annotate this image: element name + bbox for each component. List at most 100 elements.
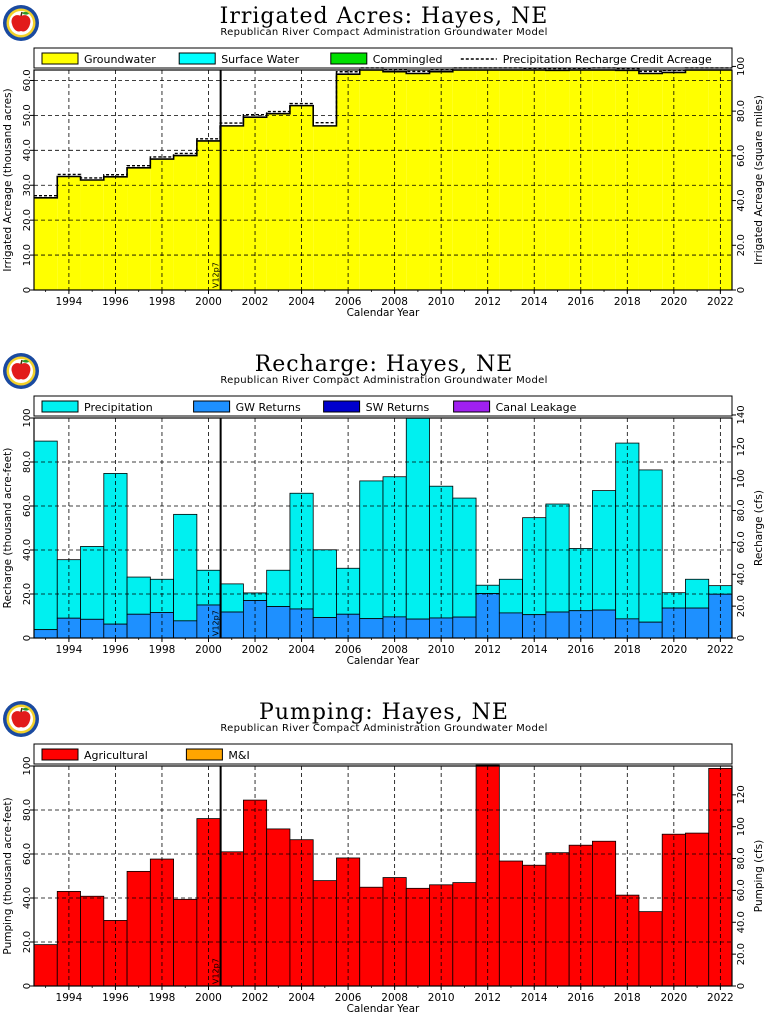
bar-groundwater [127, 167, 151, 290]
y-tick-label-right: 40.0 [736, 189, 747, 211]
bar-agricultural [80, 895, 105, 987]
bar-agricultural [219, 851, 244, 987]
bar-precipitation [173, 513, 198, 622]
bar-groundwater [569, 70, 593, 290]
x-tick-label: 2022 [707, 296, 734, 308]
pumping-panel: Pumping: Hayes, NE Republican River Comp… [0, 696, 768, 1036]
x-tick-label: 2002 [242, 644, 269, 656]
x-tick-label: 2004 [288, 644, 315, 656]
x-tick-label: 2014 [521, 296, 548, 308]
x-tick-label: 2020 [660, 296, 687, 308]
plot-frame [33, 417, 733, 639]
y-tick-label-right: 100 [736, 469, 747, 488]
y-tick-label: 100 [22, 408, 33, 427]
x-tick-label: 2010 [428, 992, 455, 1004]
bar-groundwater [80, 180, 104, 290]
x-tick-label: 1998 [149, 296, 176, 308]
irrigated-acres-chart: Groundwater Surface Water Commingled Precip… [2, 47, 765, 319]
y-tick-label-right: 40.0 [736, 911, 747, 933]
version-marker-label: V12p7 [212, 610, 221, 636]
x-tick-label: 1996 [102, 296, 129, 308]
bar-precipitation [452, 497, 477, 618]
x-axis-title: Calendar Year [347, 307, 420, 319]
x-tick-label: 2016 [567, 296, 594, 308]
legend-swatch [193, 400, 231, 413]
y-tick-label-right: 0 [736, 983, 747, 989]
y-tick-label: 0 [22, 287, 33, 293]
x-tick-label: 1996 [102, 644, 129, 656]
legend-label: Precipitation [84, 401, 153, 414]
y-tick-label: 80.0 [22, 799, 33, 821]
x-tick-label: 2022 [707, 644, 734, 656]
legend-label: Groundwater [84, 53, 156, 66]
y-tick-label: 40.0 [22, 139, 33, 161]
bar-groundwater [522, 70, 546, 290]
bar-groundwater [266, 113, 290, 291]
bar-gw-returns [638, 621, 663, 639]
y-axis-title-right: Recharge (cfs) [753, 490, 765, 566]
x-tick-label: 2004 [288, 296, 315, 308]
bar-gw-returns [266, 606, 291, 639]
legend-swatch [323, 400, 361, 413]
bar-groundwater [429, 71, 453, 290]
y-tick-label-right: 100 [736, 817, 747, 836]
bar-precipitation [312, 549, 337, 618]
y-tick-label-right: 140 [736, 405, 747, 424]
x-tick-label: 2018 [614, 992, 641, 1004]
legend-swatch [41, 748, 79, 761]
bar-groundwater [220, 125, 244, 290]
bar-agricultural [592, 840, 617, 987]
bar-gw-returns [33, 629, 58, 639]
x-tick-label: 1994 [56, 644, 83, 656]
y-tick-label: 20.0 [22, 209, 33, 231]
x-axis-title: Calendar Year [347, 1003, 420, 1015]
x-axis-title: Calendar Year [347, 655, 420, 667]
x-tick-label: 2010 [428, 644, 455, 656]
legend-label: Surface Water [221, 53, 299, 66]
precip-credit-line [34, 67, 732, 197]
bar-groundwater [499, 70, 523, 290]
bar-precipitation [405, 417, 430, 620]
recharge-panel: Recharge: Hayes, NE Republican River Com… [0, 348, 768, 688]
x-tick-label: 1998 [149, 992, 176, 1004]
version-marker-label: V12p7 [212, 262, 221, 288]
bar-groundwater [545, 70, 570, 290]
y-axis-title: Pumping (thousand acre-feet) [2, 797, 14, 954]
bar-groundwater [615, 70, 639, 290]
bar-agricultural [266, 828, 291, 987]
bar-gw-returns [522, 614, 547, 639]
bar-groundwater [173, 155, 197, 290]
x-tick-label: 2010 [428, 296, 455, 308]
bar-groundwater [313, 125, 337, 290]
bar-gw-returns [359, 618, 384, 639]
x-tick-label: 2002 [242, 296, 269, 308]
bar-groundwater [383, 71, 407, 290]
version-marker-label: V12p7 [212, 958, 221, 984]
bar-precipitation [33, 440, 58, 631]
x-tick-label: 2018 [614, 296, 641, 308]
y-tick-label: 30.0 [22, 174, 33, 196]
y-tick-label-right: 80.0 [736, 100, 747, 122]
x-tick-label: 2020 [660, 644, 687, 656]
bar-gw-returns [592, 609, 617, 639]
legend-label: Canal Leakage [496, 401, 577, 414]
x-tick-label: 2018 [614, 644, 641, 656]
legend-label: Commingled [373, 53, 443, 66]
bar-gw-returns [498, 612, 524, 639]
y-tick-label: 50.0 [22, 104, 33, 126]
chart-subtitle: Republican River Compact Administration … [220, 375, 548, 386]
x-tick-label: 2008 [381, 992, 408, 1004]
y-tick-label-right: 20.0 [736, 595, 747, 617]
bar-precipitation [638, 469, 663, 623]
bar-gw-returns [452, 616, 477, 639]
x-tick-label: 1994 [56, 296, 83, 308]
bar-groundwater [662, 72, 686, 290]
bar-agricultural [545, 852, 570, 987]
bar-gw-returns [429, 617, 454, 639]
y-tick-label-right: 120 [736, 785, 747, 804]
y-axis-title: Recharge (thousand acre-feet) [2, 448, 14, 609]
legend-label: M&I [228, 749, 249, 762]
bar-gw-returns [382, 616, 407, 639]
bar-gw-returns [312, 617, 337, 639]
x-tick-label: 2022 [707, 992, 734, 1004]
